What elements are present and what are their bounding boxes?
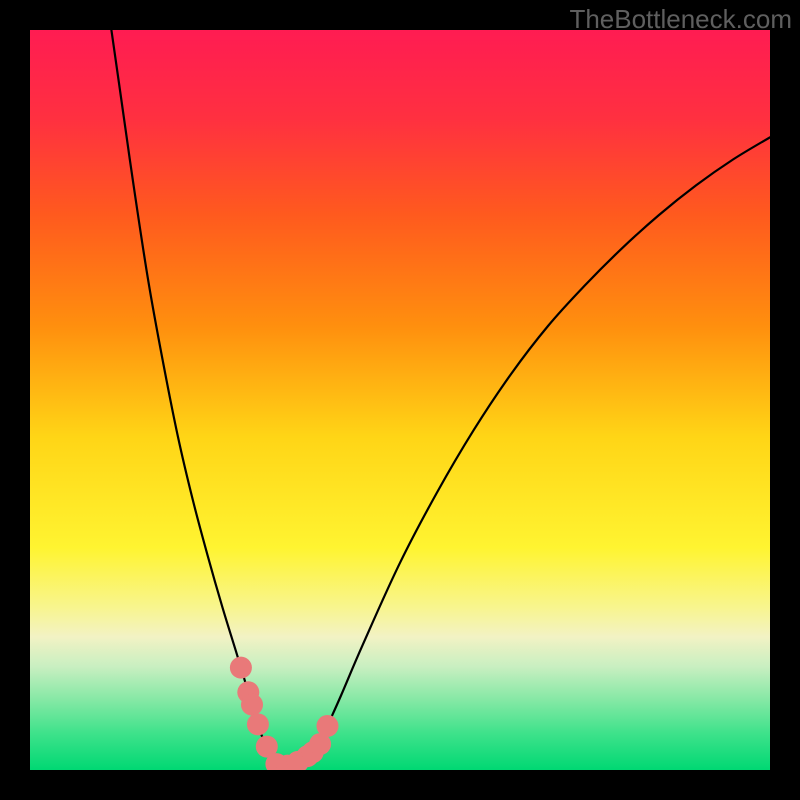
plot-area [30,30,770,770]
chart-stage: TheBottleneck.com [0,0,800,800]
plot-svg [30,30,770,770]
